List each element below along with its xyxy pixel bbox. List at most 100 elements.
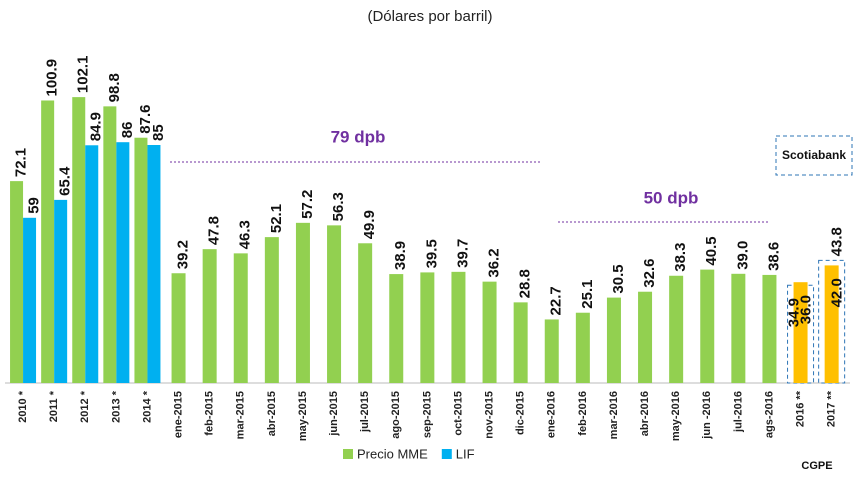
x-tick-label: dic-2015 (515, 391, 527, 435)
value-label: 39.5 (423, 239, 440, 268)
x-tick-label: 2012 * (79, 390, 91, 423)
value-label: 49.9 (361, 210, 378, 239)
value-label: 84.9 (88, 112, 105, 141)
legend-label: Precio MME (357, 446, 428, 461)
value-label: 100.9 (44, 59, 61, 97)
bar (731, 273, 746, 383)
legend-swatch (343, 449, 353, 459)
bar (54, 199, 68, 383)
bar (72, 97, 86, 384)
x-tick-label: ags-2016 (763, 391, 775, 438)
x-tick-label: abr-2016 (639, 391, 651, 436)
x-tick-label: 2014 * (141, 390, 153, 423)
x-tick-label: 2016 ** (794, 390, 806, 427)
x-tick-label: 2017 ** (826, 390, 838, 427)
bar (116, 142, 130, 383)
value-label: 30.5 (610, 264, 627, 293)
scotiabank-box (775, 135, 853, 176)
bar (451, 271, 466, 383)
value-label: 57.2 (299, 190, 316, 219)
value-label: 85 (150, 124, 167, 141)
value-label: 38.9 (392, 241, 409, 270)
bar (420, 272, 435, 383)
x-tick-label: 2011 * (48, 390, 60, 422)
value-label: 38.6 (765, 242, 782, 271)
bar (85, 145, 99, 383)
value-label: 42.0 (829, 278, 846, 307)
value-label: 59 (26, 197, 43, 214)
bar (700, 269, 715, 383)
bar (233, 253, 248, 383)
forecast-bar (824, 265, 839, 383)
value-label: 22.7 (548, 286, 565, 315)
value-label: 28.8 (517, 269, 534, 298)
x-tick-label: ago-2015 (390, 391, 402, 439)
forecast-bar (793, 282, 808, 383)
bar (389, 274, 404, 383)
x-tick-label: feb-2016 (577, 391, 589, 436)
bar (762, 274, 777, 383)
x-tick-label: 2010 * (17, 390, 29, 423)
value-label: 98.8 (106, 73, 123, 102)
value-label: 39.2 (175, 240, 192, 269)
value-label: 38.3 (672, 243, 689, 272)
value-label: 32.6 (641, 259, 658, 288)
bar (202, 249, 217, 383)
value-label: 56.3 (330, 192, 347, 221)
value-label: 47.8 (206, 216, 223, 245)
bar (264, 237, 279, 383)
x-tick-label: may-2015 (297, 391, 309, 441)
bar (482, 281, 497, 383)
x-tick-label: jul-2015 (359, 391, 371, 433)
value-label: 43.8 (829, 227, 846, 256)
bar (575, 312, 590, 383)
value-label: 52.1 (268, 204, 285, 233)
bar (606, 297, 621, 383)
x-tick-label: sep-2015 (421, 391, 433, 438)
bar (669, 275, 684, 383)
x-tick-label: jun-2015 (328, 391, 340, 437)
x-tick-label: 2013 * (110, 390, 122, 423)
legend-swatch (441, 449, 452, 459)
value-label: 34.9 (786, 298, 803, 327)
x-tick-label: jun -2016 (701, 391, 713, 440)
value-label: 25.1 (579, 280, 596, 309)
bar (41, 100, 55, 383)
x-tick-label: mar-2015 (235, 391, 247, 439)
bar (23, 217, 37, 383)
bar (147, 145, 161, 383)
x-tick-label: may-2016 (670, 391, 682, 441)
scotiabank-label: Scotiabank (782, 148, 846, 162)
value-label: 65.4 (57, 166, 74, 196)
bar (638, 291, 653, 383)
x-tick-label: abr-2015 (266, 391, 278, 436)
bar (103, 106, 117, 384)
x-tick-label: oct-2015 (452, 391, 464, 436)
bar (544, 319, 559, 383)
value-label: 39.0 (734, 241, 751, 270)
value-label: 87.6 (137, 105, 154, 134)
annotation: 50 dpb (644, 188, 699, 207)
bar (134, 137, 148, 383)
x-tick-label: mar-2016 (608, 391, 620, 439)
x-tick-label: ene-2016 (546, 391, 558, 438)
annotation: 79 dpb (331, 127, 386, 146)
bar (327, 225, 342, 383)
bar (513, 302, 528, 383)
bar (295, 222, 310, 383)
value-label: 86 (119, 122, 136, 139)
x-tick-label: ene-2015 (172, 391, 184, 438)
value-label: 39.7 (454, 239, 471, 268)
value-label: 36.0 (798, 295, 815, 324)
x-tick-label: nov-2015 (483, 391, 495, 439)
value-label: 36.2 (486, 248, 503, 277)
value-label: 40.5 (703, 236, 720, 265)
x-tick-label: jul-2016 (732, 391, 744, 433)
bar (10, 181, 24, 383)
legend-label: LIF (456, 446, 475, 461)
bar (358, 243, 373, 383)
value-label: 102.1 (75, 56, 92, 94)
chart-title: (Dólares por barril) (367, 8, 492, 25)
x-tick-label: feb-2015 (204, 391, 216, 436)
